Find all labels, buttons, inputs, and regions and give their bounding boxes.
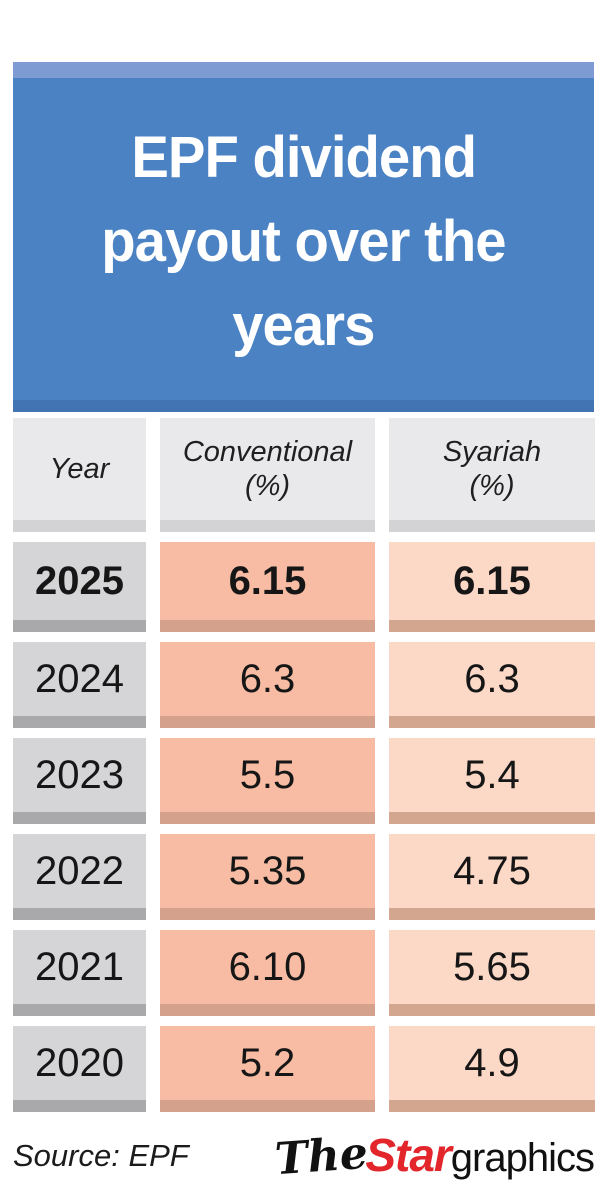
table-row-conventional-cell: 5.5 [160, 738, 375, 824]
title-line-2: payout over the [101, 209, 506, 274]
table-row-syariah-cell: 4.75 [389, 834, 595, 920]
year-value: 2020 [35, 1040, 124, 1085]
year-value: 2024 [35, 656, 124, 701]
table-row-year-cell: 2021 [13, 930, 146, 1016]
year-value: 2022 [35, 848, 124, 893]
table-row-syariah-cell: 4.9 [389, 1026, 595, 1112]
infographic: EPF dividend payout over the years Year … [13, 62, 595, 1186]
conventional-value: 6.10 [228, 944, 307, 989]
footer: Source: EPF The Star graphics [13, 1127, 595, 1186]
table-row-conventional-cell: 6.10 [160, 930, 375, 1016]
title-line-3: years [232, 293, 375, 358]
syariah-value: 4.9 [464, 1040, 520, 1085]
table-row-conventional-cell: 6.15 [160, 542, 375, 632]
column-header-year-label: Year [49, 453, 110, 485]
column-header-conventional: Conventional (%) [160, 418, 375, 532]
column-header-year: Year [13, 418, 146, 532]
year-value: 2023 [35, 752, 124, 797]
logo-the-text: The [272, 1127, 369, 1186]
title-line-1: EPF dividend [131, 125, 477, 190]
conventional-value: 5.2 [239, 1040, 296, 1085]
table-row-syariah-cell: 6.3 [389, 642, 595, 728]
table-row-year-cell: 2024 [13, 642, 146, 728]
column-header-syariah-label: Syariah [442, 436, 542, 468]
year-value: 2025 [35, 558, 124, 603]
table-row-conventional-cell: 5.35 [160, 834, 375, 920]
syariah-value: 6.15 [453, 558, 531, 603]
title-banner: EPF dividend payout over the years [13, 62, 594, 412]
table-row-syariah-cell: 5.4 [389, 738, 595, 824]
logo-star-text: Star [365, 1129, 451, 1181]
banner-bottom-shadow [13, 400, 594, 412]
table-row-year-cell: 2023 [13, 738, 146, 824]
syariah-value: 6.3 [464, 656, 520, 701]
dividend-table: Year Conventional (%) Syariah (%) 2025 6… [13, 418, 595, 1112]
conventional-value: 6.15 [228, 558, 307, 603]
banner-top-highlight [13, 62, 594, 78]
page-title: EPF dividend payout over the years [13, 78, 594, 400]
conventional-value: 6.3 [239, 656, 296, 701]
column-header-syariah: Syariah (%) [389, 418, 595, 532]
conventional-value: 5.5 [239, 752, 296, 797]
the-star-graphics-logo: The Star graphics [272, 1127, 595, 1186]
syariah-value: 5.4 [464, 752, 520, 797]
table-row-year-cell: 2020 [13, 1026, 146, 1112]
table-row-year-cell: 2022 [13, 834, 146, 920]
table-row-conventional-cell: 6.3 [160, 642, 375, 728]
syariah-value: 4.75 [453, 848, 531, 893]
table-row-syariah-cell: 5.65 [389, 930, 595, 1016]
year-value: 2021 [35, 944, 124, 989]
column-header-syariah-unit: (%) [469, 470, 515, 502]
column-header-conventional-unit: (%) [244, 470, 291, 502]
syariah-value: 5.65 [453, 944, 531, 989]
conventional-value: 5.35 [228, 848, 307, 893]
table-row-syariah-cell: 6.15 [389, 542, 595, 632]
source-credit: Source: EPF [13, 1138, 189, 1173]
table-row-conventional-cell: 5.2 [160, 1026, 375, 1112]
table-row-year-cell: 2025 [13, 542, 146, 632]
logo-graphics-text: graphics [450, 1136, 595, 1180]
column-header-conventional-label: Conventional [182, 436, 353, 468]
